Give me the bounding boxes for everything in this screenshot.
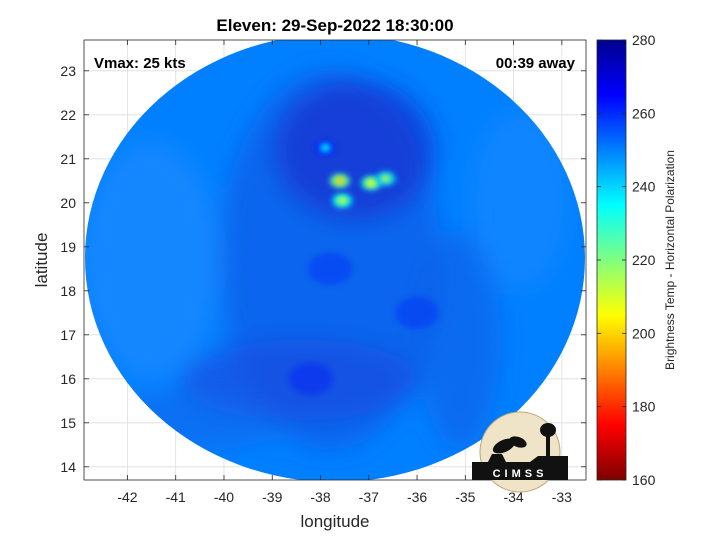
y-tick-label: 16 [60, 371, 76, 387]
x-tick-label: -40 [214, 489, 234, 505]
warm-region [395, 296, 440, 329]
vmax-annotation: Vmax: 25 kts [94, 55, 186, 72]
x-tick-label: -34 [503, 489, 523, 505]
x-ticks: -42 -41 -40 -39 -38 -37 -36 -35 -34 -33 [117, 40, 572, 505]
colorbar-label: Brightness Temp - Horizontal Polarizatio… [663, 150, 677, 370]
y-ticks: 14 15 16 17 18 19 20 21 22 23 [60, 63, 586, 475]
x-axis-label: longitude [300, 512, 369, 531]
axes-box [83, 39, 587, 481]
y-axis-label: latitude [32, 233, 51, 288]
x-tick-label: -35 [455, 489, 475, 505]
convective-core [337, 196, 348, 205]
x-tick-label: -42 [117, 489, 137, 505]
convective-core [380, 174, 391, 183]
colorbar-tick-label: 260 [632, 105, 656, 121]
y-tick-label: 15 [60, 415, 76, 431]
colorbar-tick-label: 180 [632, 399, 656, 415]
colorbar-tick-label: 200 [632, 325, 656, 341]
y-tick-label: 21 [60, 151, 76, 167]
colorbar-tick-label: 220 [632, 252, 656, 268]
convective-core [334, 176, 345, 185]
convective-core [320, 143, 331, 152]
warm-region [308, 252, 353, 285]
x-tick-label: -39 [262, 489, 282, 505]
y-tick-label: 20 [60, 195, 76, 211]
y-tick-label: 17 [60, 327, 76, 343]
y-tick-label: 23 [60, 63, 76, 79]
chart-title: Eleven: 29-Sep-2022 18:30:00 [216, 16, 453, 35]
x-tick-label: -33 [552, 489, 572, 505]
x-tick-label: -37 [359, 489, 379, 505]
colorbar-tick-label: 240 [632, 179, 656, 195]
y-tick-label: 14 [60, 459, 76, 475]
x-tick-label: -36 [407, 489, 427, 505]
y-tick-label: 19 [60, 239, 76, 255]
colorbar-ticks: 160 180 200 220 240 260 280 [597, 32, 656, 488]
convective-core [366, 179, 377, 187]
time-away-annotation: 00:39 away [496, 55, 576, 72]
colorbar: 160 180 200 220 240 260 280 Brightness Temp - … [596, 32, 677, 488]
colorbar-tick-label: 160 [632, 472, 656, 488]
y-tick-label: 22 [60, 107, 76, 123]
colorbar-tick-label: 280 [632, 32, 656, 48]
cimss-logo: CIMSS [472, 411, 568, 493]
x-tick-label: -41 [166, 489, 186, 505]
feature-layer [288, 140, 440, 395]
warm-region [288, 362, 333, 395]
y-tick-label: 18 [60, 283, 76, 299]
x-tick-label: -38 [310, 489, 330, 505]
logo-text: CIMSS [493, 468, 548, 480]
